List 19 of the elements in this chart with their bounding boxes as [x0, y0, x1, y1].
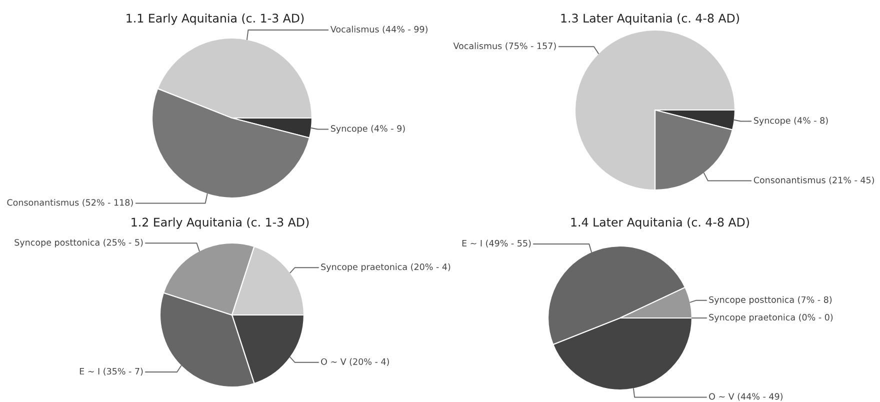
legend-label: Syncope praetonica (0% - 0) — [709, 314, 833, 322]
slice-label: Syncope (4% - 8) — [754, 117, 828, 126]
slice-label: Syncope posttonica (7% - 8) — [709, 296, 832, 305]
slice-label: Syncope (4% - 9) — [330, 125, 405, 134]
slice-label: Vocalismus (44% - 99) — [330, 26, 428, 34]
slice-label: Vocalismus (75% - 157) — [453, 42, 556, 50]
slice-label: E ~ I (35% - 7) — [80, 368, 143, 376]
chart-title: 1.1 Early Aquitania (c. 1-3 AD) — [126, 13, 304, 25]
slice-label: Consonantismus (21% - 45) — [754, 176, 874, 184]
slice-label: E ~ I (49% - 55) — [462, 240, 531, 248]
chart-title: 1.2 Early Aquitania (c. 1-3 AD) — [132, 217, 309, 229]
slice-label: O ~ V (44% - 49) — [709, 392, 782, 401]
slice-label: O ~ V (20% - 4) — [321, 358, 389, 366]
chart-title: 1.4 Later Aquitania (c. 4-8 AD) — [571, 217, 749, 229]
pie-slice — [574, 29, 736, 191]
chart-title: 1.3 Later Aquitania (c. 4-8 AD) — [561, 13, 739, 25]
slice-label: Syncope posttonica (25% - 5) — [14, 238, 143, 248]
slice-label: Syncope praetonica (20% - 4) — [321, 263, 450, 272]
slice-label: Consonantismus (52% - 118) — [7, 198, 133, 207]
